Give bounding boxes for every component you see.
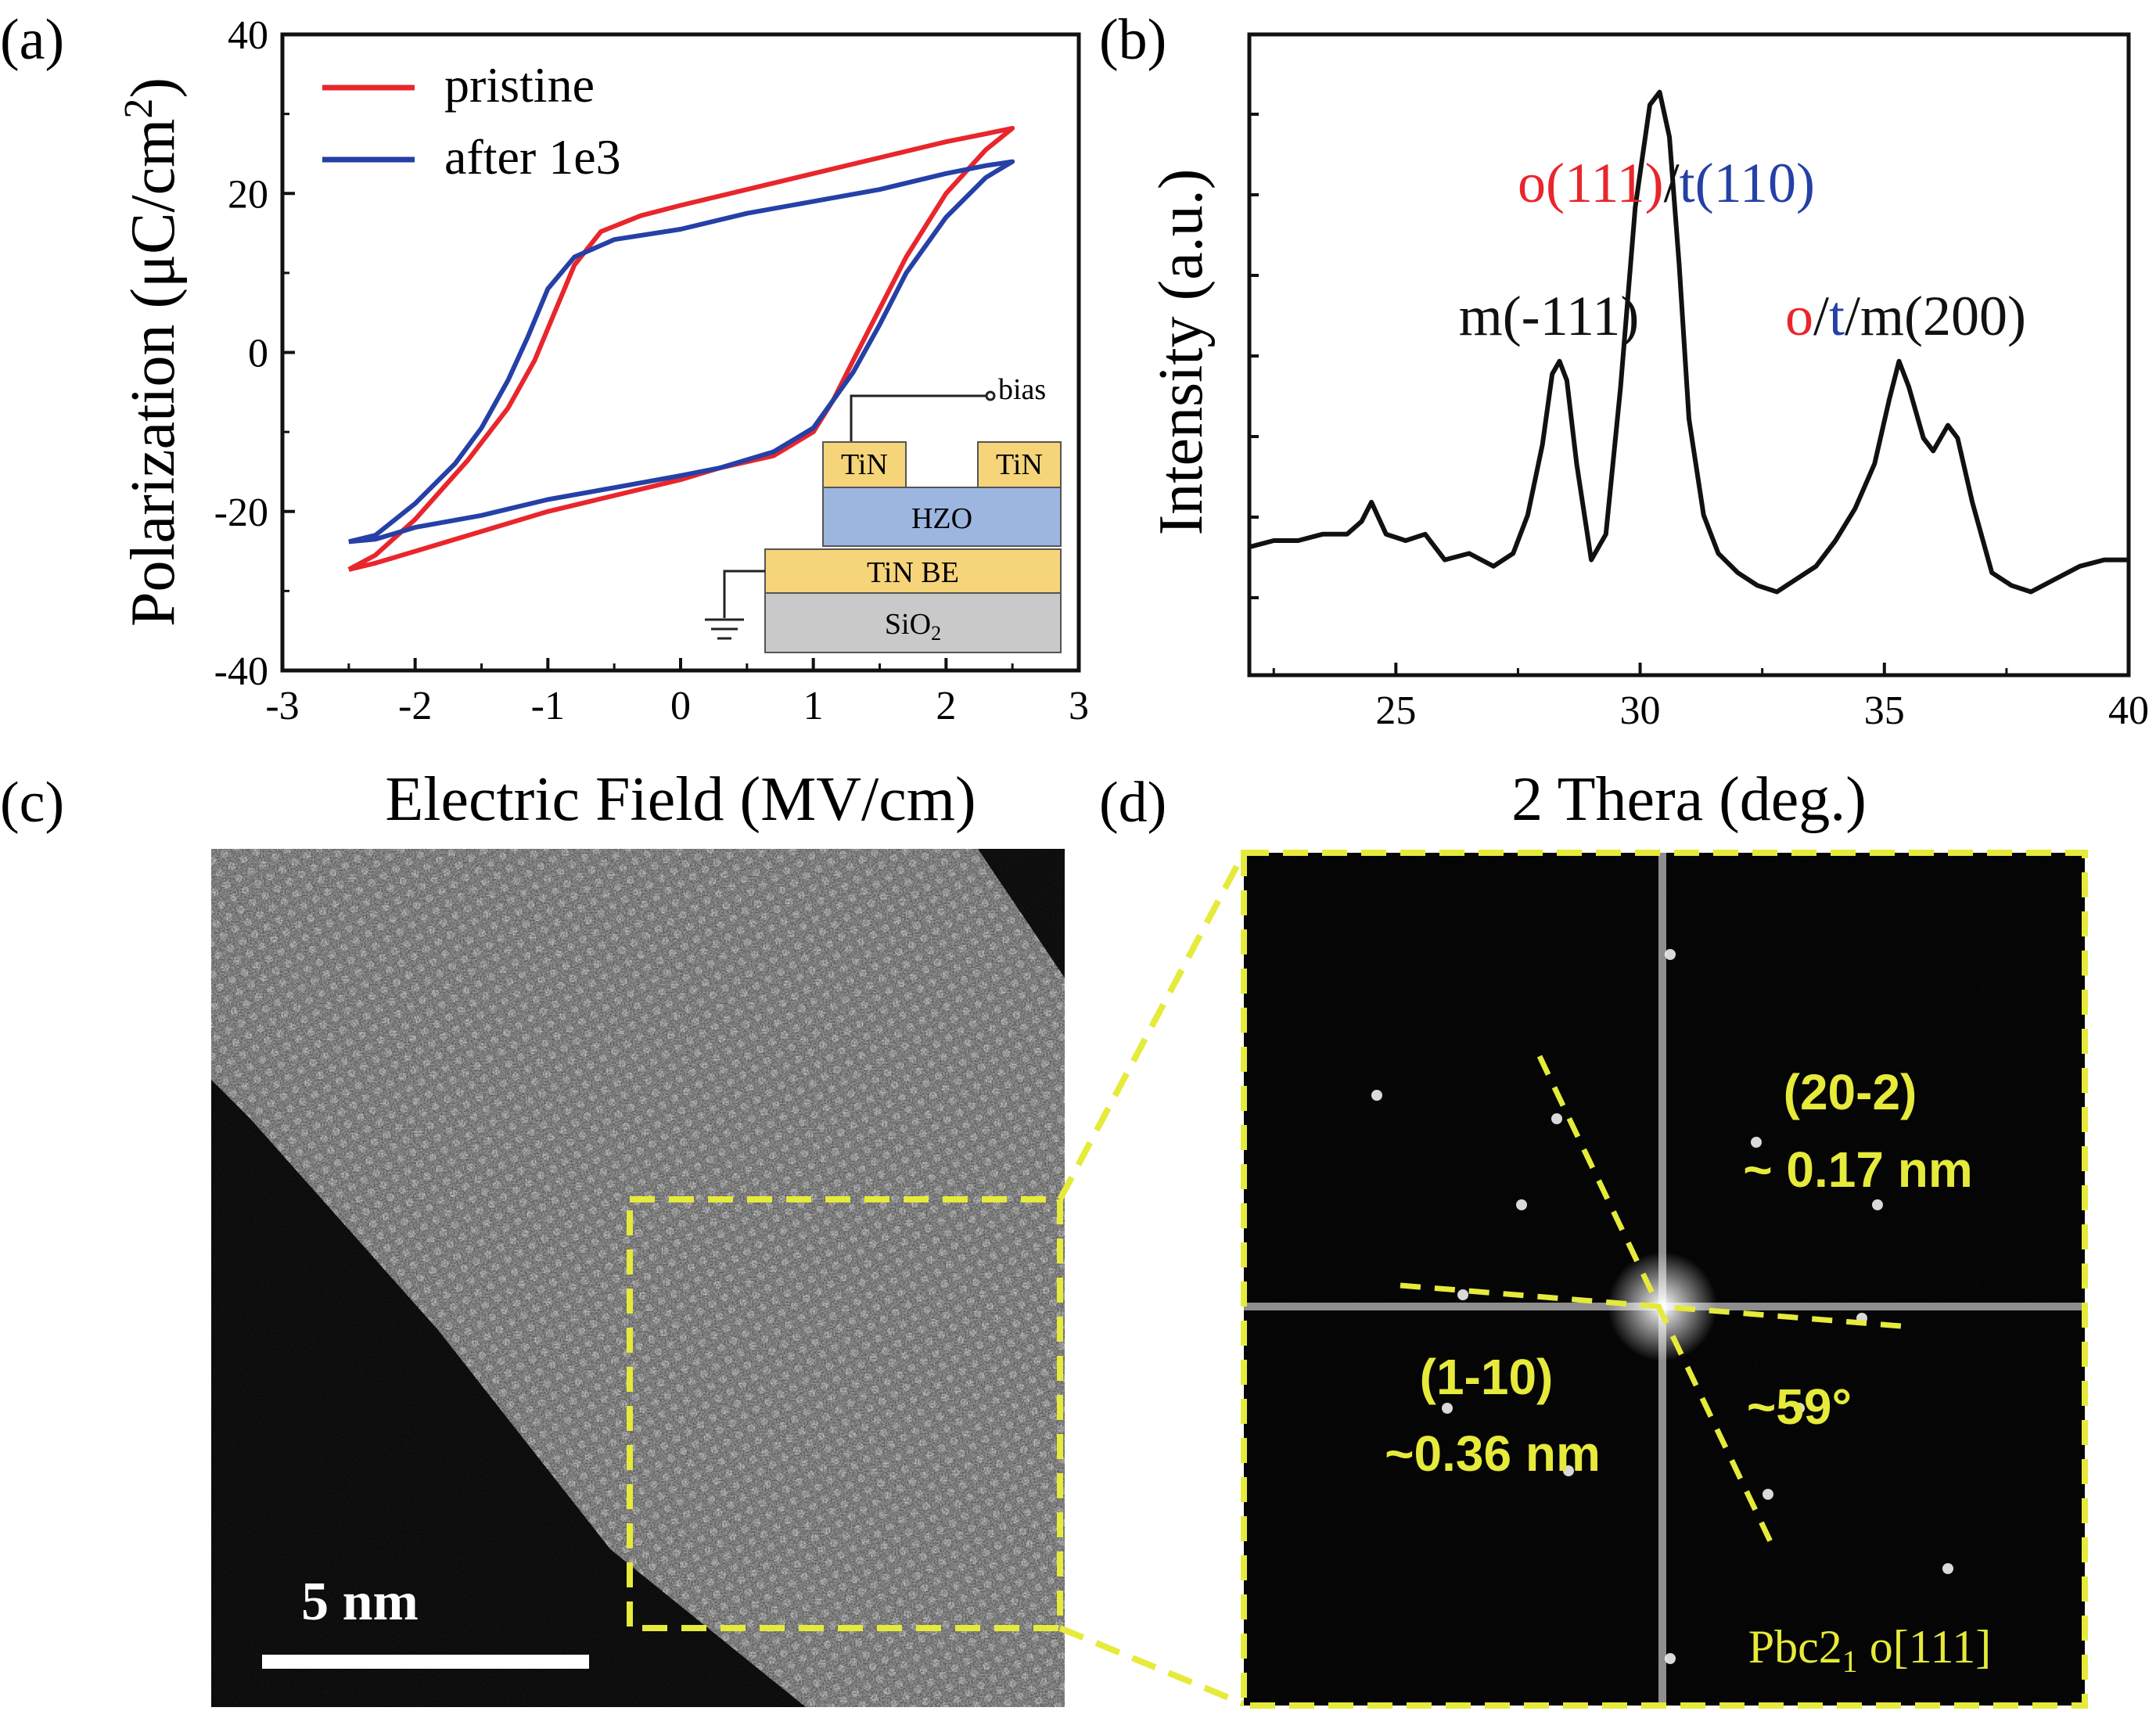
tem-image: 5 nm xyxy=(211,849,1065,1707)
bias-terminal xyxy=(985,390,996,401)
zoom-region-box xyxy=(627,1196,1063,1631)
panel-label-a: (a) xyxy=(0,8,64,72)
fft-spot xyxy=(1516,1199,1527,1210)
sio2-substrate-label: SiO2 xyxy=(885,608,941,645)
fft-frame xyxy=(1241,850,2088,1709)
hysteresis-x-axis-label: Electric Field (MV/cm) xyxy=(385,765,976,834)
fft-spot xyxy=(1763,1489,1773,1500)
y-tick-label: -40 xyxy=(214,649,268,694)
fft-phase-text: Pbc2 xyxy=(1748,1621,1842,1673)
x-tick-label: 25 xyxy=(1375,688,1416,733)
xrd-chart: 25 30 35 40 2 Thera (deg.) Intensity (a.u.)… xyxy=(1147,32,2149,834)
fft-spot xyxy=(1751,1137,1762,1148)
x-tick-label: -3 xyxy=(265,684,299,728)
sio2-text: SiO xyxy=(885,608,931,641)
fft-spot xyxy=(1551,1113,1562,1124)
hzo-layer xyxy=(822,487,1062,547)
fft-phase-rest: o[111] xyxy=(1858,1621,1992,1673)
hysteresis-y-axis-label: Polarization (μC/cm2) xyxy=(117,77,188,627)
x-tick-label: 0 xyxy=(670,684,691,728)
fft-label-20-2: (20-2) xyxy=(1784,1064,1917,1120)
panel-label-c: (c) xyxy=(0,771,64,835)
fft-phase-subscript: 1 xyxy=(1842,1644,1858,1679)
bias-label: bias xyxy=(998,373,1046,406)
peak-label-m111: m(-111) xyxy=(1459,285,1640,347)
peak-label-o111-t110: o(111)/t(110) xyxy=(1518,152,1815,214)
xrd-plot-frame xyxy=(1247,32,2131,678)
hysteresis-legend: pristine after 1e3 xyxy=(322,57,621,185)
x-tick-label: 35 xyxy=(1864,688,1905,733)
fft-spot xyxy=(1665,949,1676,960)
hysteresis-plot-frame xyxy=(280,32,1081,673)
fft-spot xyxy=(1665,1653,1676,1664)
series-line-after-1e3 xyxy=(348,159,1015,545)
xrd-pattern-line xyxy=(1249,89,2129,595)
hysteresis-y-axis-label-sup: 2 xyxy=(117,99,161,119)
hysteresis-y-axis-label-text: Polarization (μC/cm xyxy=(119,119,188,627)
peak-label-part: / xyxy=(1813,285,1829,347)
xrd-y-axis-label: Intensity (a.u.) xyxy=(1147,169,1216,536)
fft-spot xyxy=(1457,1289,1468,1300)
sio2-substrate xyxy=(764,592,1062,653)
tin-top-electrode-left-label: TiN xyxy=(841,448,888,481)
fft-label-1-10: (1-10) xyxy=(1420,1349,1554,1405)
fft-spot xyxy=(1563,1465,1574,1476)
peak-label-part: / xyxy=(1664,152,1680,214)
fft-spacing-1-10: ~0.36 nm xyxy=(1385,1425,1601,1482)
scalebar xyxy=(262,1655,589,1669)
zoom-connector-top xyxy=(1057,851,1247,1201)
fft-phase-label: Pbc21 o[111] xyxy=(1748,1621,1992,1679)
tin-bottom-electrode-label: TiN BE xyxy=(867,556,959,589)
fft-image: (20-2) ~ 0.17 nm (1-10) ~0.36 nm ~59° Pb… xyxy=(1241,850,2088,1709)
legend-label-after: after 1e3 xyxy=(444,129,621,185)
fft-guide-line-20-2 xyxy=(1536,1055,1779,1555)
fft-spacing-20-2: ~ 0.17 nm xyxy=(1743,1141,1973,1198)
tin-top-electrode-right xyxy=(977,441,1062,488)
y-tick-label: 20 xyxy=(228,172,268,217)
x-tick-label: 40 xyxy=(2108,688,2149,733)
device-schematic: bias TiN TiN HZO TiN BE SiO2 xyxy=(705,373,1062,653)
hysteresis-chart: -3 -2 -1 0 1 2 3 -40 -20 0 20 40 Electric Field (MV… xyxy=(117,13,1089,834)
peak-label-part: t xyxy=(1829,285,1845,347)
x-tick-label: 30 xyxy=(1620,688,1661,733)
zoom-connector-bottom xyxy=(1058,1625,1245,1707)
fft-guide-line-1-10 xyxy=(1400,1282,1902,1329)
peak-label-part: t(110) xyxy=(1680,152,1815,214)
fft-spot xyxy=(1442,1403,1453,1414)
fft-spot xyxy=(1872,1199,1883,1210)
xrd-x-axis-label: 2 Thera (deg.) xyxy=(1511,765,1867,834)
scalebar-label: 5 nm xyxy=(301,1572,419,1632)
hysteresis-y-axis-label-close: ) xyxy=(119,77,188,99)
ground-wire xyxy=(723,570,765,618)
x-tick-label: 1 xyxy=(803,684,824,728)
tin-top-electrode-left xyxy=(822,441,907,488)
y-tick-label: 40 xyxy=(228,13,268,58)
peak-label-part: o(111) xyxy=(1518,152,1664,214)
fft-spot xyxy=(1371,1090,1382,1101)
panel-label-d: (d) xyxy=(1099,771,1166,835)
tin-top-electrode-right-label: TiN xyxy=(996,448,1043,481)
peak-label-otm200: o/t/m(200) xyxy=(1785,285,2026,347)
peak-label-part: o xyxy=(1785,285,1813,347)
fft-spots xyxy=(1371,949,1953,1664)
x-tick-label: -1 xyxy=(531,684,565,728)
sio2-subscript: 2 xyxy=(931,622,941,645)
x-tick-label: 3 xyxy=(1069,684,1089,728)
series-line-pristine xyxy=(347,125,1015,572)
fft-center-spot xyxy=(1608,1252,1717,1361)
y-tick-label: -20 xyxy=(214,491,268,535)
y-tick-label: 0 xyxy=(248,332,268,376)
legend-label-pristine: pristine xyxy=(444,57,595,113)
hzo-layer-label: HZO xyxy=(911,502,972,535)
panel-label-b: (b) xyxy=(1099,8,1166,72)
bias-wire xyxy=(850,394,987,442)
x-tick-label: 2 xyxy=(936,684,956,728)
x-tick-label: -2 xyxy=(398,684,432,728)
peak-label-part: /m(200) xyxy=(1845,285,2026,347)
peak-label-part: m(-111) xyxy=(1459,285,1640,347)
fft-spot xyxy=(1794,1403,1805,1414)
fft-angle-label: ~59° xyxy=(1747,1379,1852,1435)
fft-spot xyxy=(1942,1563,1953,1574)
